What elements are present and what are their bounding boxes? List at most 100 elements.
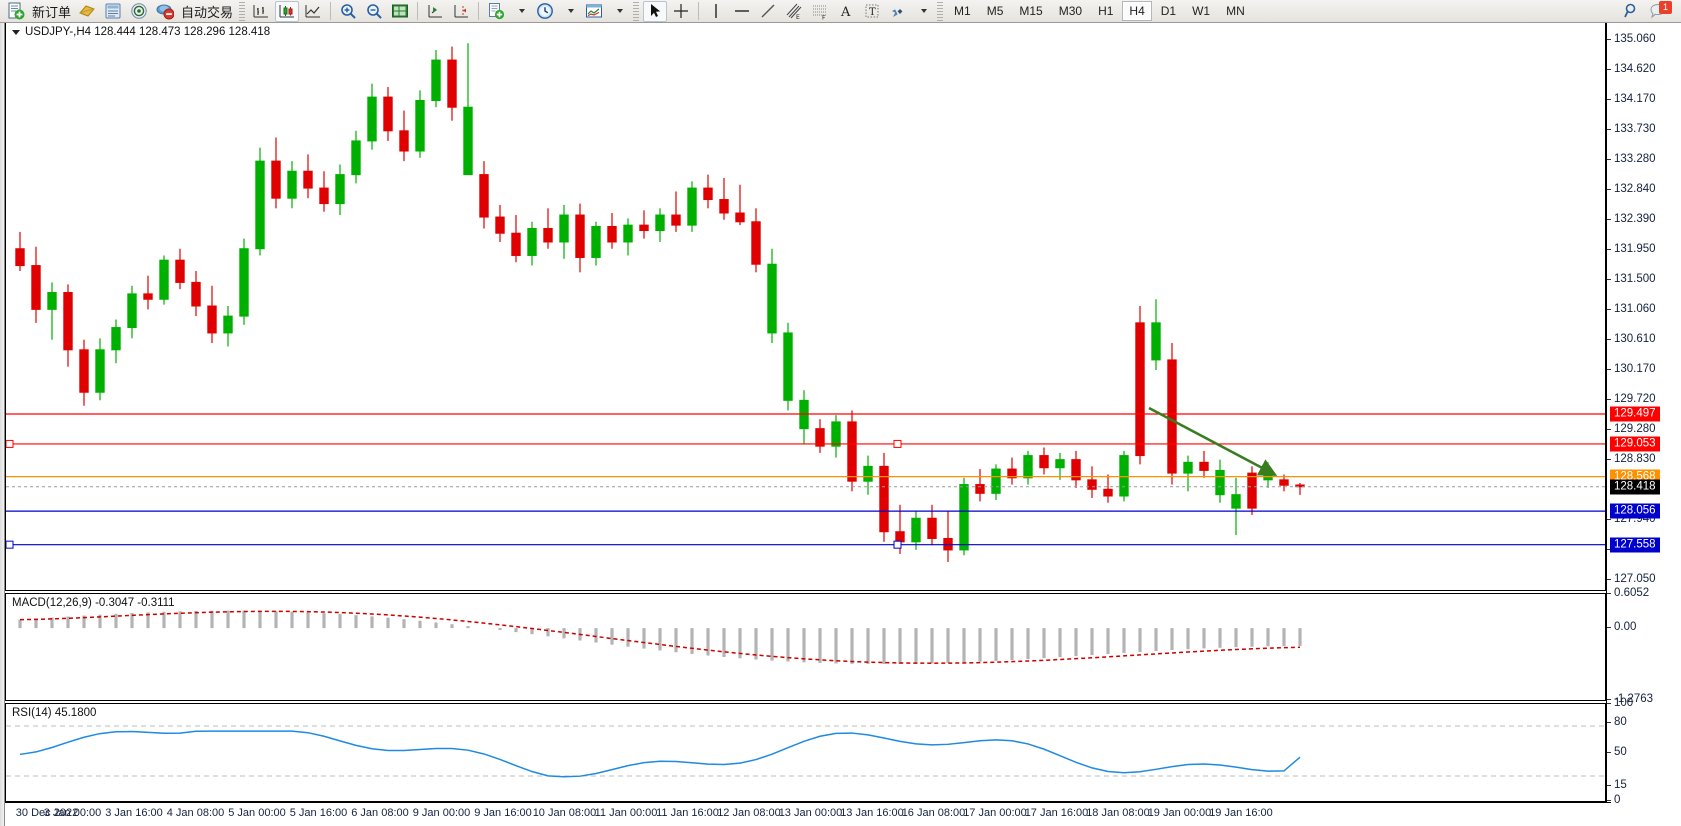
chevron-down-icon[interactable]	[912, 1, 933, 22]
shapes-icon[interactable]	[886, 1, 910, 22]
search-icon[interactable]	[1620, 1, 1644, 22]
time-scale[interactable]: 30 Dec 2022 3 Jan 00:00 3 Jan 16:00 4 Jan 0…	[5, 802, 1611, 824]
macd-tick-label: -1.2763	[1614, 693, 1654, 705]
new-chart-icon[interactable]	[484, 1, 508, 22]
autotrading-label: 自动交易	[181, 5, 234, 21]
text-icon[interactable]: A	[834, 1, 858, 22]
price-tick-label: 129.720	[1614, 392, 1656, 405]
equidistant-channel-icon[interactable]: E	[782, 1, 806, 22]
rsi-tick-label: 15	[1614, 779, 1627, 792]
chart-left-scroll-handle[interactable]	[0, 23, 5, 826]
rsi-pane-canvas[interactable]	[6, 704, 1605, 801]
zoom-out-icon[interactable]	[362, 1, 386, 22]
macd-tick-label: 0.6052	[1614, 587, 1650, 599]
price-scale[interactable]: 135.060 134.620 134.170 133.730 133.280 132.8…	[1606, 23, 1680, 806]
timeframe-bar: M1 M5 M15 M30 H1 H4 D1 W1 MN	[946, 1, 1253, 21]
price-pane[interactable]: USDJPY-,H4 128.444 128.473 128.296 128.4…	[5, 23, 1606, 591]
chat-icon[interactable]: 1	[1646, 0, 1672, 22]
macd-tick	[1607, 593, 1611, 594]
time-tick-label: 13 Jan 00:00	[778, 807, 843, 819]
svg-text:E: E	[796, 14, 800, 20]
text-label-icon[interactable]: T	[860, 1, 884, 22]
price-tick	[1607, 99, 1611, 101]
timeframe-h1[interactable]: H1	[1098, 4, 1114, 18]
rsi-title: RSI(14) 45.1800	[12, 707, 97, 719]
rsi-svg	[6, 725, 1605, 778]
chat-badge: 1	[1659, 0, 1672, 14]
svg-text:F: F	[822, 15, 826, 21]
chevron-down-icon[interactable]	[608, 1, 629, 22]
chart-collapse-icon[interactable]	[12, 29, 20, 35]
timeframe-h4[interactable]: H4	[1122, 1, 1152, 21]
chart-workspace[interactable]: USDJPY-,H4 128.444 128.473 128.296 128.4…	[0, 23, 1681, 826]
time-tick-label: 16 Jan 08:00	[901, 807, 966, 819]
crosshair-icon[interactable]	[669, 1, 693, 22]
price-tick-label: 134.170	[1614, 93, 1656, 106]
chevron-down-icon[interactable]	[559, 1, 580, 22]
auto-scroll-icon[interactable]	[423, 1, 447, 22]
navigator-icon[interactable]	[127, 1, 151, 22]
macd-title: MACD(12,26,9) -0.3047 -0.3111	[12, 597, 175, 609]
rsi-pane[interactable]: RSI(14) 45.1800	[5, 703, 1606, 802]
macd-pane[interactable]: MACD(12,26,9) -0.3047 -0.3111	[5, 593, 1606, 701]
chart-shift-icon[interactable]	[388, 1, 412, 22]
macd-tick	[1607, 627, 1611, 629]
main-toolbar: 新订单	[0, 0, 1681, 23]
macd-svg	[18, 610, 1302, 665]
price-level-badge-current-price[interactable]: 128.418	[1610, 479, 1660, 495]
price-tick-label: 135.060	[1614, 33, 1656, 46]
timeframe-mn[interactable]: MN	[1226, 4, 1245, 18]
price-tick	[1607, 68, 1611, 70]
price-tick	[1607, 548, 1611, 550]
price-level-badge-support[interactable]: 128.056	[1610, 503, 1660, 519]
cursor-icon[interactable]	[643, 0, 668, 22]
data-window-icon[interactable]	[101, 1, 125, 22]
price-level-badge-support[interactable]: 127.558	[1610, 537, 1660, 553]
trendline-icon[interactable]	[756, 1, 780, 22]
chevron-down-icon[interactable]	[510, 1, 531, 22]
toolbar-separator	[417, 2, 419, 20]
timeframe-m5[interactable]: M5	[986, 4, 1004, 18]
timeframe-w1[interactable]: W1	[1192, 4, 1211, 18]
timeframe-m1[interactable]: M1	[954, 4, 971, 18]
new-order-icon[interactable]	[4, 1, 28, 22]
timeframe-m15[interactable]: M15	[1019, 4, 1043, 18]
zoom-in-icon[interactable]	[336, 1, 360, 22]
chart-shift-end-icon[interactable]	[449, 1, 473, 22]
time-tick-label: 12 Jan 08:00	[717, 807, 781, 819]
price-pane-canvas[interactable]	[6, 23, 1605, 590]
autotrading-icon[interactable]	[153, 1, 177, 22]
macd-pane-canvas[interactable]	[6, 594, 1605, 700]
templates-icon[interactable]	[582, 1, 606, 22]
timeframe-m30[interactable]: M30	[1058, 4, 1083, 18]
rsi-tick-label: 50	[1614, 745, 1627, 758]
toolbar-grip[interactable]	[937, 1, 944, 21]
toolbar-right-group: 1	[1619, 0, 1681, 22]
chart-header: USDJPY-,H4 128.444 128.473 128.296 128.4…	[12, 26, 270, 38]
toolbar-grip[interactable]	[239, 1, 246, 21]
rsi-tick-label: 80	[1614, 716, 1627, 729]
new-order-label: 新订单	[32, 5, 72, 21]
time-tick-label: 19 Jan 16:00	[1209, 807, 1273, 819]
price-tick	[1607, 279, 1611, 281]
fibonacci-icon[interactable]: F	[808, 1, 832, 22]
time-tick-label: 5 Jan 16:00	[289, 807, 348, 819]
expert-advisors-icon[interactable]	[75, 1, 99, 22]
line-chart-icon[interactable]	[301, 1, 325, 22]
price-tick	[1607, 308, 1611, 310]
svg-text:T: T	[869, 7, 876, 18]
bar-chart-icon[interactable]	[249, 1, 273, 22]
period-icon[interactable]	[533, 1, 557, 22]
toolbar-grip[interactable]	[633, 1, 640, 21]
price-level-badge-resistance[interactable]: 129.053	[1610, 436, 1660, 452]
horizontal-line-icon[interactable]	[730, 1, 754, 22]
price-tick	[1607, 39, 1611, 41]
price-tick	[1607, 248, 1611, 250]
time-tick-label: 13 Jan 16:00	[840, 807, 904, 819]
candlestick-chart-icon[interactable]	[275, 0, 300, 22]
price-level-badge-resistance[interactable]: 129.497	[1610, 406, 1660, 422]
vertical-line-icon[interactable]	[704, 1, 728, 22]
price-tick-label: 133.730	[1614, 122, 1656, 135]
timeframe-d1[interactable]: D1	[1160, 4, 1177, 18]
